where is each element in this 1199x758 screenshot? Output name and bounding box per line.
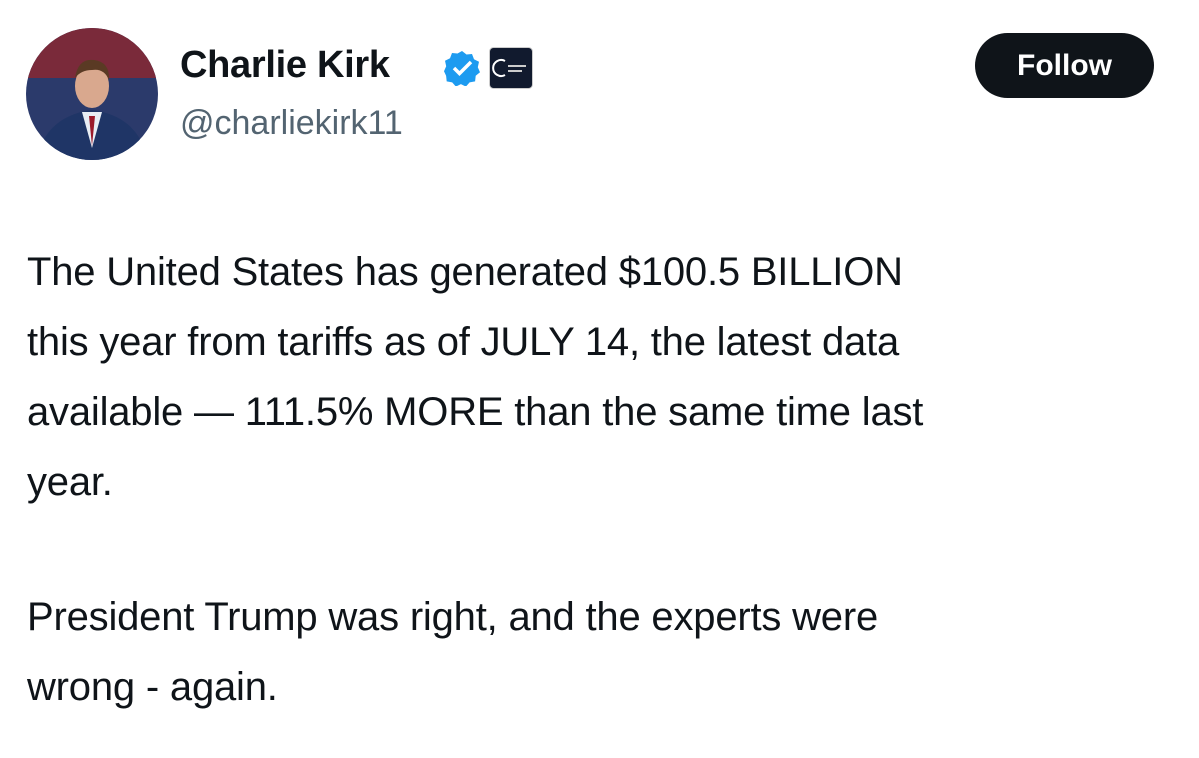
tweet-text-line: wrong - again. (27, 665, 278, 709)
tweet-text-line: President Trump was right, and the exper… (27, 595, 879, 639)
tweet-text-line: year. (27, 460, 113, 504)
avatar[interactable] (26, 28, 158, 160)
affiliate-badge (489, 47, 533, 89)
verified-badge (444, 51, 480, 86)
author-name[interactable]: Charlie Kirk (180, 44, 390, 86)
follow-button[interactable]: Follow (975, 33, 1154, 98)
tweet-text-line: The United States has generated $100.5 B… (27, 250, 903, 294)
tweet-text-line: available — 111.5% MORE than the same ti… (27, 390, 924, 434)
author-handle[interactable]: @charliekirk11 (180, 104, 403, 142)
tweet-text-line: this year from tariffs as of JULY 14, th… (27, 320, 900, 364)
